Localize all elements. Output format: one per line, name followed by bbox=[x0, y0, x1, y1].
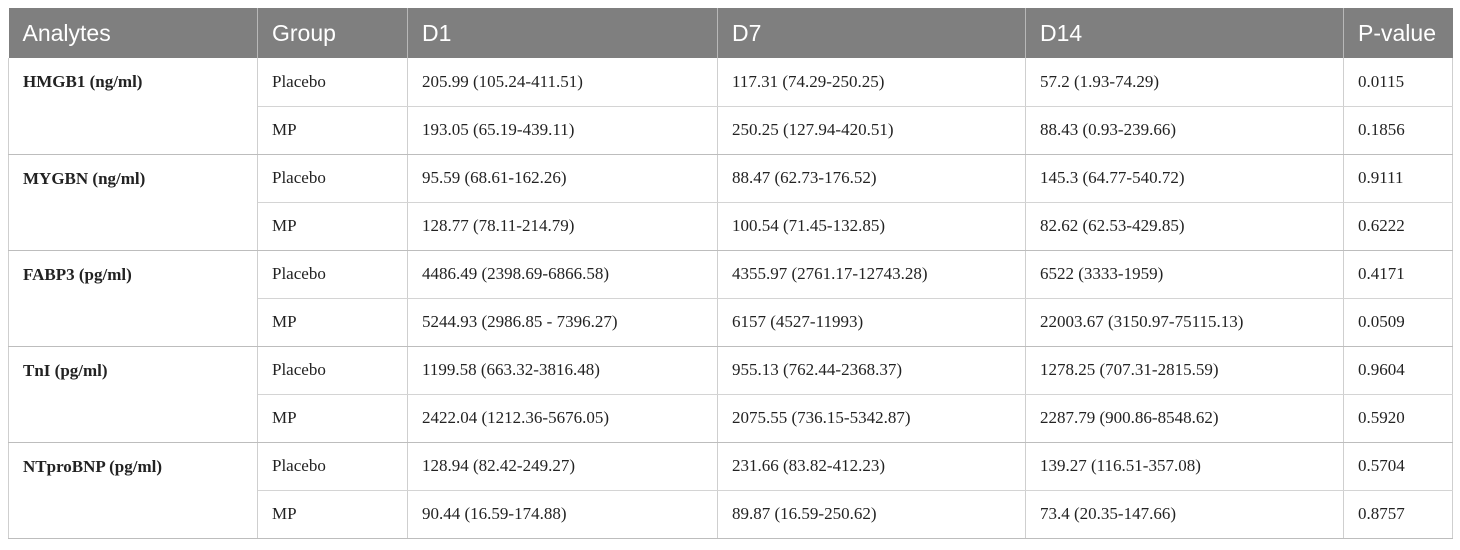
d1-cell: 90.44 (16.59-174.88) bbox=[407, 490, 718, 539]
p-value-cell: 0.0509 bbox=[1343, 298, 1453, 347]
group-cell: MP bbox=[257, 202, 408, 251]
analyte-name: MYGBN (ng/ml) bbox=[8, 154, 258, 251]
table-row: HMGB1 (ng/ml) Placebo 205.99 (105.24-411… bbox=[8, 58, 1453, 155]
group-cell: Placebo bbox=[257, 346, 408, 395]
table-row: MP 5244.93 (2986.85 - 7396.27) 6157 (452… bbox=[9, 298, 1453, 347]
d7-cell: 89.87 (16.59-250.62) bbox=[717, 490, 1026, 539]
d14-cell: 82.62 (62.53-429.85) bbox=[1025, 202, 1344, 251]
table-row: FABP3 (pg/ml) Placebo 4486.49 (2398.69-6… bbox=[8, 250, 1453, 347]
d1-cell: 95.59 (68.61-162.26) bbox=[407, 154, 718, 203]
analyte-name: FABP3 (pg/ml) bbox=[8, 250, 258, 347]
header-d7: D7 bbox=[717, 8, 1026, 58]
group-cell: MP bbox=[257, 394, 408, 443]
p-value-cell: 0.5704 bbox=[1343, 442, 1453, 491]
d14-cell: 73.4 (20.35-147.66) bbox=[1025, 490, 1344, 539]
d14-cell: 88.43 (0.93-239.66) bbox=[1025, 106, 1344, 155]
d14-cell: 2287.79 (900.86-8548.62) bbox=[1025, 394, 1344, 443]
d1-cell: 2422.04 (1212.36-5676.05) bbox=[407, 394, 718, 443]
d1-cell: 4486.49 (2398.69-6866.58) bbox=[407, 250, 718, 299]
table-row: MP 2422.04 (1212.36-5676.05) 2075.55 (73… bbox=[9, 394, 1453, 443]
p-value-cell: 0.9604 bbox=[1343, 346, 1453, 395]
p-value-cell: 0.5920 bbox=[1343, 394, 1453, 443]
table-row: MP 128.77 (78.11-214.79) 100.54 (71.45-1… bbox=[9, 202, 1453, 251]
table-row: TnI (pg/ml) Placebo 1199.58 (663.32-3816… bbox=[8, 346, 1453, 443]
d1-cell: 205.99 (105.24-411.51) bbox=[407, 58, 718, 107]
d7-cell: 117.31 (74.29-250.25) bbox=[717, 58, 1026, 107]
header-row: Analytes Group D1 D7 D14 P-value bbox=[8, 8, 1453, 58]
d7-cell: 4355.97 (2761.17-12743.28) bbox=[717, 250, 1026, 299]
table-row: MYGBN (ng/ml) Placebo 95.59 (68.61-162.2… bbox=[8, 154, 1453, 251]
d7-cell: 100.54 (71.45-132.85) bbox=[717, 202, 1026, 251]
d14-cell: 1278.25 (707.31-2815.59) bbox=[1025, 346, 1344, 395]
d1-cell: 1199.58 (663.32-3816.48) bbox=[407, 346, 718, 395]
group-cell: Placebo bbox=[257, 442, 408, 491]
d7-cell: 2075.55 (736.15-5342.87) bbox=[717, 394, 1026, 443]
d1-cell: 128.77 (78.11-214.79) bbox=[407, 202, 718, 251]
p-value-cell: 0.8757 bbox=[1343, 490, 1453, 539]
d1-cell: 5244.93 (2986.85 - 7396.27) bbox=[407, 298, 718, 347]
d14-cell: 22003.67 (3150.97-75115.13) bbox=[1025, 298, 1344, 347]
group-cell: Placebo bbox=[257, 250, 408, 299]
p-value-cell: 0.9111 bbox=[1343, 154, 1453, 203]
group-cell: Placebo bbox=[257, 58, 408, 107]
group-cell: MP bbox=[257, 106, 408, 155]
header-p-value: P-value bbox=[1343, 8, 1453, 58]
table-row: MP 90.44 (16.59-174.88) 89.87 (16.59-250… bbox=[9, 490, 1453, 539]
analyte-name: NTproBNP (pg/ml) bbox=[8, 442, 258, 539]
header-analytes: Analytes bbox=[8, 8, 258, 58]
d14-cell: 139.27 (116.51-357.08) bbox=[1025, 442, 1344, 491]
d1-cell: 193.05 (65.19-439.11) bbox=[407, 106, 718, 155]
group-cell: MP bbox=[257, 490, 408, 539]
analyte-name: TnI (pg/ml) bbox=[8, 346, 258, 443]
header-group: Group bbox=[257, 8, 408, 58]
d7-cell: 955.13 (762.44-2368.37) bbox=[717, 346, 1026, 395]
d7-cell: 88.47 (62.73-176.52) bbox=[717, 154, 1026, 203]
header-d14: D14 bbox=[1025, 8, 1344, 58]
table-row: NTproBNP (pg/ml) Placebo 128.94 (82.42-2… bbox=[8, 442, 1453, 539]
group-cell: Placebo bbox=[257, 154, 408, 203]
group-cell: MP bbox=[257, 298, 408, 347]
d7-cell: 250.25 (127.94-420.51) bbox=[717, 106, 1026, 155]
d7-cell: 6157 (4527-11993) bbox=[717, 298, 1026, 347]
analyte-name: HMGB1 (ng/ml) bbox=[8, 58, 258, 155]
d14-cell: 57.2 (1.93-74.29) bbox=[1025, 58, 1344, 107]
results-table: Analytes Group D1 D7 D14 P-value HMGB1 (… bbox=[8, 8, 1453, 539]
p-value-cell: 0.1856 bbox=[1343, 106, 1453, 155]
p-value-cell: 0.0115 bbox=[1343, 58, 1453, 107]
d14-cell: 145.3 (64.77-540.72) bbox=[1025, 154, 1344, 203]
d7-cell: 231.66 (83.82-412.23) bbox=[717, 442, 1026, 491]
table-row: MP 193.05 (65.19-439.11) 250.25 (127.94-… bbox=[9, 106, 1453, 155]
d14-cell: 6522 (3333-1959) bbox=[1025, 250, 1344, 299]
p-value-cell: 0.4171 bbox=[1343, 250, 1453, 299]
header-d1: D1 bbox=[407, 8, 718, 58]
d1-cell: 128.94 (82.42-249.27) bbox=[407, 442, 718, 491]
p-value-cell: 0.6222 bbox=[1343, 202, 1453, 251]
